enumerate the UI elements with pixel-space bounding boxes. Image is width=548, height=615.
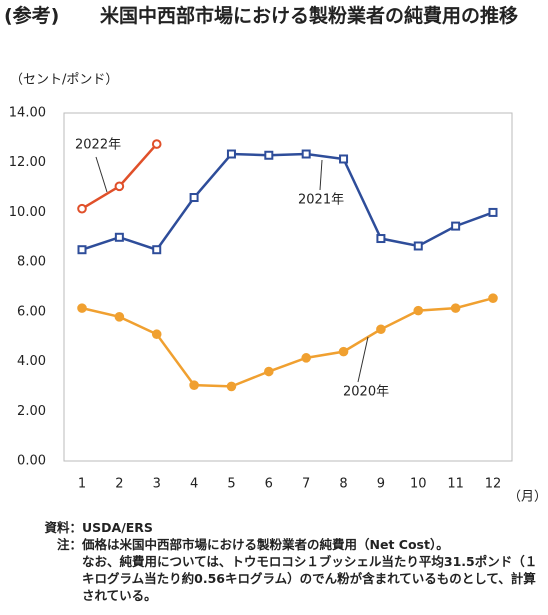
y-tick-label: 8.00 bbox=[17, 255, 46, 270]
marker bbox=[376, 324, 386, 335]
x-axis-label: （月） bbox=[508, 490, 547, 505]
series-label: 2020年 bbox=[343, 385, 389, 400]
y-tick-label: 6.00 bbox=[17, 304, 46, 319]
x-tick-label: 5 bbox=[227, 477, 235, 492]
x-tick-label: 10 bbox=[410, 477, 427, 492]
series-line bbox=[81, 152, 494, 252]
plot-frame bbox=[63, 112, 513, 462]
marker bbox=[488, 207, 498, 217]
note-label: 注： bbox=[56, 537, 82, 552]
note-text: USDA/ERS bbox=[82, 520, 153, 535]
x-tick-label: 8 bbox=[339, 477, 347, 492]
leader-line bbox=[319, 159, 323, 191]
x-tick-label: 7 bbox=[302, 477, 310, 492]
leader-line bbox=[95, 156, 108, 193]
marker bbox=[451, 221, 461, 231]
marker bbox=[114, 232, 124, 242]
note-text: なお、純費用については、トウモロコシ１ブッシェル当たり平均31.5ポンド（１キロ… bbox=[82, 554, 538, 603]
marker bbox=[114, 181, 125, 192]
notes: 資料： USDA/ERS 注： 価格は米国中西部市場における製粉業者の純費用（Net … bbox=[2, 519, 546, 604]
note-body: 価格は米国中西部市場における製粉業者の純費用（Net Cost）。なお、純費用に… bbox=[82, 536, 546, 604]
y-tick-label: 2.00 bbox=[17, 404, 46, 419]
series-label: 2022年 bbox=[75, 138, 121, 153]
marker bbox=[264, 366, 274, 377]
title-prefix: (参考) bbox=[4, 5, 60, 27]
y-tick-label: 10.00 bbox=[9, 205, 46, 220]
marker bbox=[226, 149, 236, 159]
series-line bbox=[81, 296, 494, 388]
x-tick-label: 11 bbox=[447, 477, 464, 492]
marker bbox=[151, 329, 162, 340]
series-line bbox=[81, 143, 158, 210]
marker bbox=[152, 245, 162, 255]
x-tick-label: 12 bbox=[485, 477, 502, 492]
note-body: USDA/ERS bbox=[82, 519, 153, 536]
chart-title: 米国中西部市場における製粉業者の純費用の推移 bbox=[100, 5, 519, 27]
marker bbox=[450, 303, 461, 313]
note-label: 資料： bbox=[44, 520, 82, 535]
note: 資料： USDA/ERS bbox=[2, 519, 546, 536]
marker bbox=[301, 353, 311, 363]
x-tick-label: 3 bbox=[153, 477, 161, 492]
marker bbox=[339, 154, 349, 164]
chart: （セント/ポンド） （月） 0.00 2.00 4.00 6.00 8.00 10.00 1… bbox=[9, 73, 547, 505]
note: 注： 価格は米国中西部市場における製粉業者の純費用（Net Cost）。なお、純費… bbox=[2, 536, 546, 604]
marker bbox=[376, 234, 386, 244]
series-label: 2021年 bbox=[298, 193, 344, 208]
marker bbox=[413, 305, 424, 316]
x-tick-label: 9 bbox=[377, 477, 385, 492]
marker bbox=[413, 241, 423, 251]
marker bbox=[77, 203, 87, 214]
marker bbox=[189, 380, 199, 390]
y-tick-label: 12.00 bbox=[9, 155, 46, 170]
y-tick-label: 4.00 bbox=[17, 354, 46, 369]
x-tick-label: 2 bbox=[115, 477, 123, 492]
leader-line bbox=[357, 336, 369, 383]
marker bbox=[114, 312, 125, 322]
x-tick-label: 6 bbox=[265, 477, 273, 492]
x-tick-label: 1 bbox=[78, 477, 86, 492]
marker bbox=[189, 193, 199, 203]
marker bbox=[338, 346, 349, 357]
marker bbox=[77, 303, 87, 313]
note-text: 価格は米国中西部市場における製粉業者の純費用（Net Cost）。 bbox=[82, 537, 449, 552]
y-tick-label: 0.00 bbox=[17, 454, 46, 469]
marker bbox=[77, 245, 87, 255]
marker bbox=[264, 150, 274, 160]
marker bbox=[488, 293, 498, 303]
y-axis-label: （セント/ポンド） bbox=[10, 73, 118, 88]
marker bbox=[226, 381, 237, 392]
x-tick-label: 4 bbox=[190, 477, 198, 492]
marker bbox=[301, 149, 311, 159]
marker bbox=[151, 139, 162, 149]
y-tick-label: 14.00 bbox=[9, 106, 46, 121]
title: (参考) 米国中西部市場における製粉業者の純費用の推移 bbox=[4, 2, 544, 31]
